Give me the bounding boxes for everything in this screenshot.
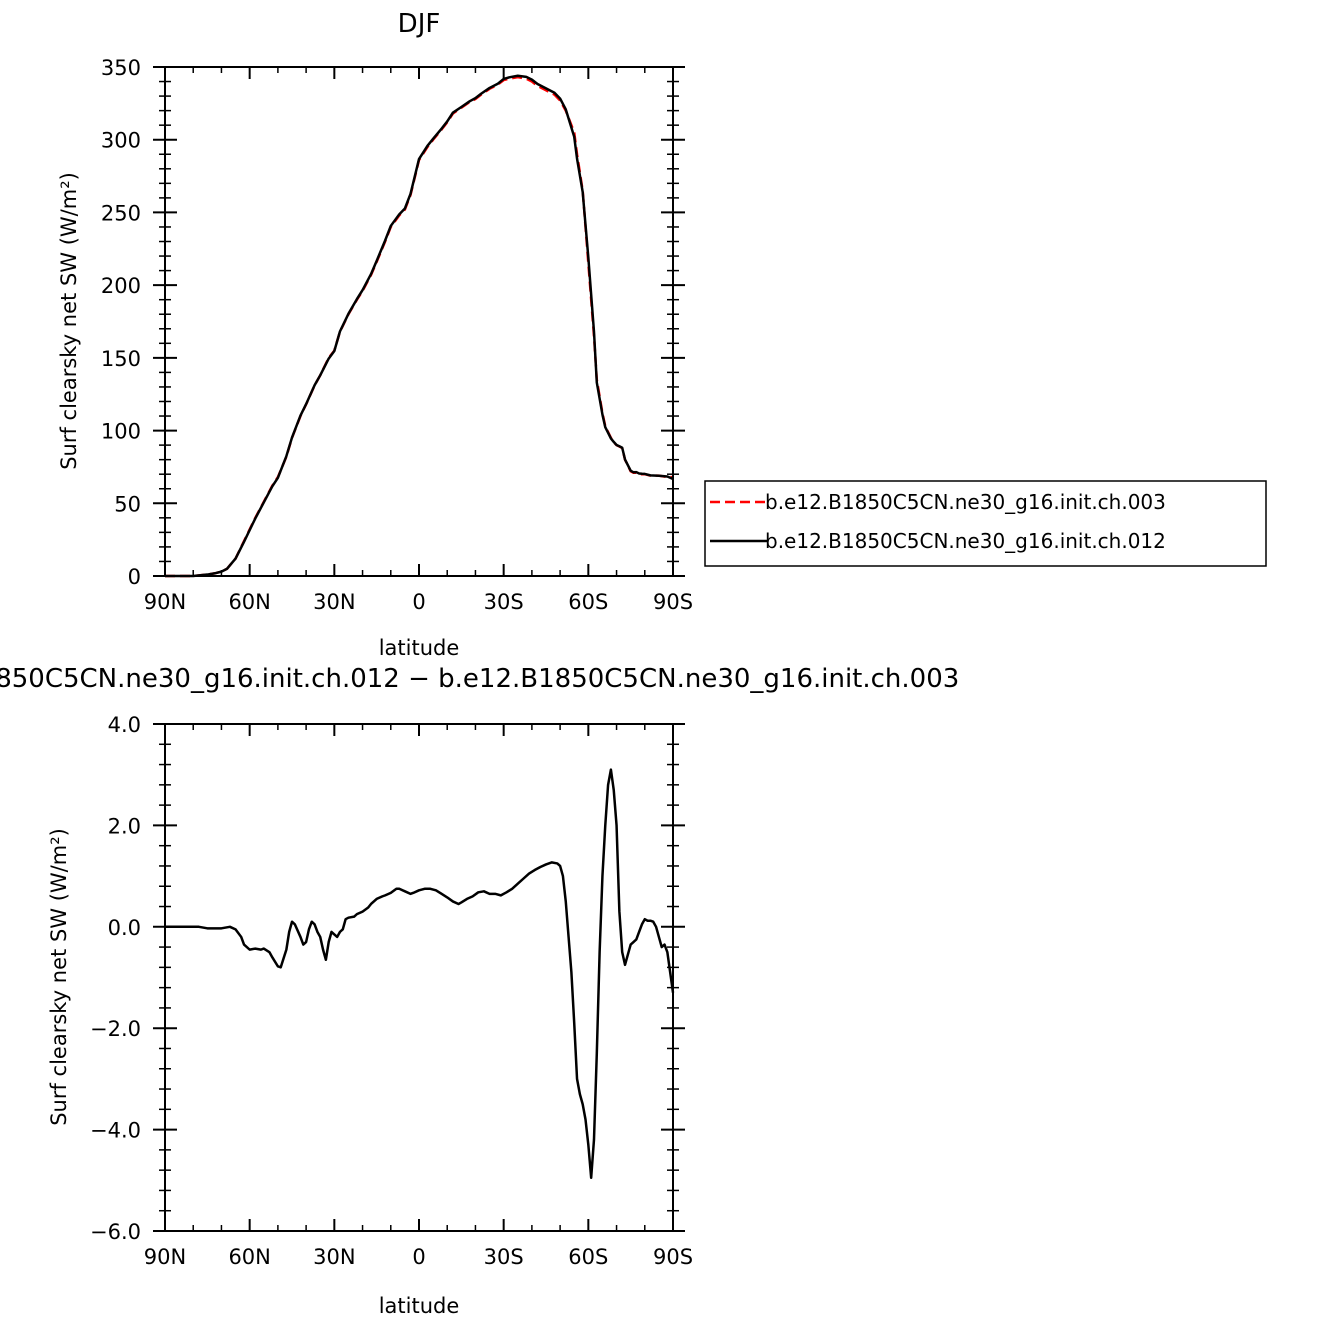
top-y-tick-label: 100 [101,420,141,444]
legend: b.e12.B1850C5CN.ne30_g16.init.ch.003 b.e… [704,480,1267,567]
top-y-tick-label: 300 [101,129,141,153]
top-y-tick-label: 0 [128,565,141,589]
bottom-y-tick-label: 2.0 [108,814,141,838]
bottom-x-tick-label: 60N [228,1245,270,1269]
bottom-y-tick-label: 0.0 [108,916,141,940]
legend-label-series-2: b.e12.B1850C5CN.ne30_g16.init.ch.012 [765,529,1166,553]
top-x-tick-label: 90N [144,590,186,614]
bottom-x-tick-label: 60S [568,1245,608,1269]
top-y-tick-label: 150 [101,347,141,371]
top-axis-ticks: 90N 60N 30N 0 30S 60S 90S 0 50 100 150 200 250 300 350 [101,56,693,614]
top-x-tick-label: 60N [228,590,270,614]
top-x-tick-label: 0 [412,590,425,614]
top-plot-area [165,74,674,578]
bottom-x-axis-label: latitude [379,1294,460,1318]
top-series-line-1 [165,75,673,578]
bottom-plot-frame [164,723,674,1232]
bottom-series-line-1 [165,768,675,1180]
top-x-axis-label: latitude [379,636,460,660]
top-y-tick-label: 250 [101,201,141,225]
top-series-line-2 [165,74,674,578]
top-x-tick-label: 90S [653,590,693,614]
bottom-panel: b.e12.B1850C5CN.ne30_g16.init.ch.012 − b… [0,664,959,1318]
top-plot-frame [164,66,674,577]
bottom-x-tick-label: 90S [653,1245,693,1269]
bottom-y-axis-label: Surf clearsky net SW (W/m²) [47,828,71,1126]
bottom-x-tick-label: 90N [144,1245,186,1269]
top-y-tick-label: 50 [114,492,141,516]
bottom-plot-area [165,768,675,1180]
top-x-tick-label: 30N [313,590,355,614]
bottom-y-tick-label: 4.0 [108,713,141,737]
top-x-tick-label: 60S [568,590,608,614]
top-y-tick-label: 350 [101,56,141,80]
bottom-chart-title: b.e12.B1850C5CN.ne30_g16.init.ch.012 − b… [0,664,959,694]
bottom-y-tick-label: −6.0 [90,1220,141,1244]
bottom-x-tick-label: 0 [412,1245,425,1269]
bottom-x-tick-label: 30N [313,1245,355,1269]
bottom-axis-ticks: 90N 60N 30N 0 30S 60S 90S −6.0 −4.0 −2.0 0.0 2.0 4.0 [90,713,693,1269]
bottom-y-tick-label: −4.0 [90,1119,141,1143]
top-chart-title: DJF [398,9,441,39]
top-y-axis-label: Surf clearsky net SW (W/m²) [57,172,81,470]
top-y-tick-label: 200 [101,274,141,298]
bottom-y-tick-label: −2.0 [90,1017,141,1041]
top-x-tick-label: 30S [484,590,524,614]
top-panel: DJF 90N 60N 30N 0 30S 60S 90S 0 50 100 150 200 250 30… [57,9,693,660]
bottom-x-tick-label: 30S [484,1245,524,1269]
legend-box [704,480,1267,567]
legend-label-series-1: b.e12.B1850C5CN.ne30_g16.init.ch.003 [765,490,1166,514]
